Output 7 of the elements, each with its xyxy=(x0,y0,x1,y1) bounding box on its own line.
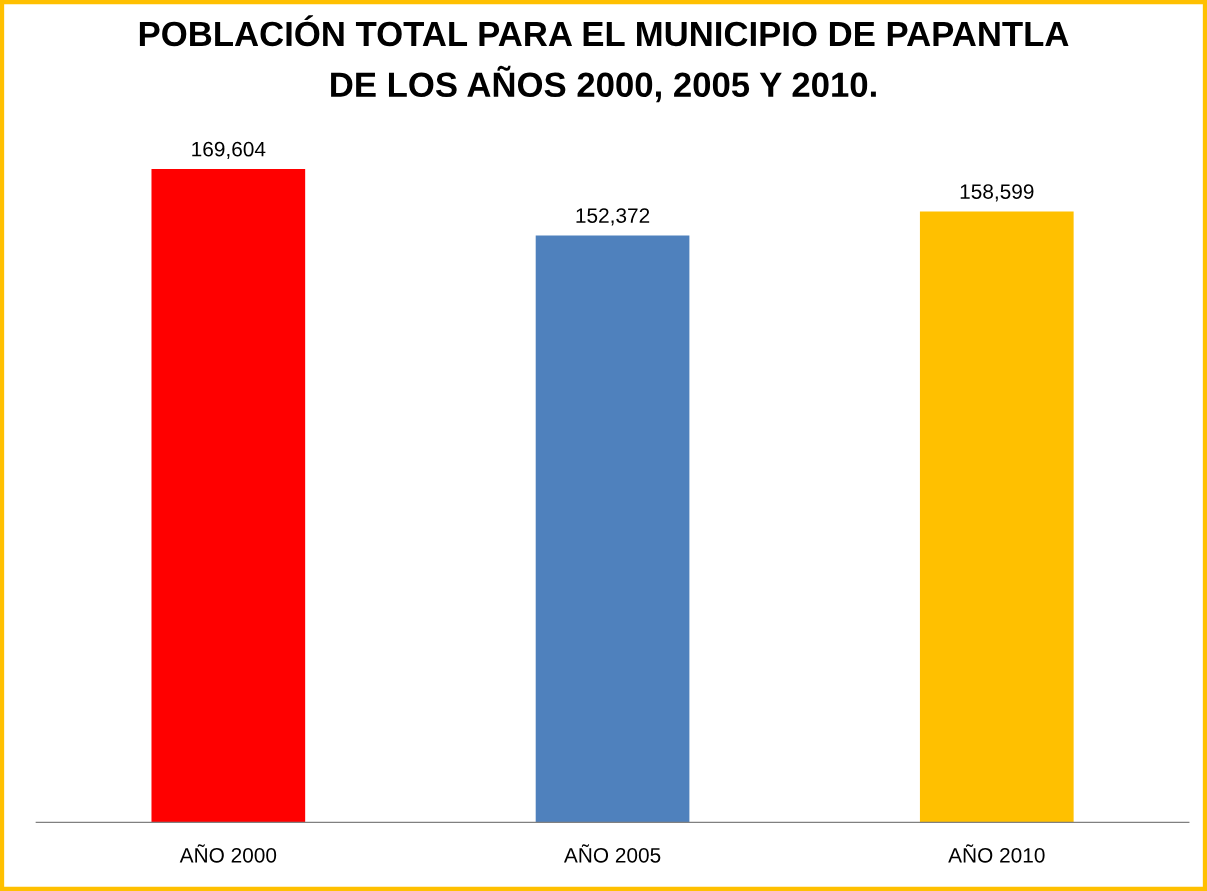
data-label: 169,604 xyxy=(192,141,266,159)
x-tick-label: AÑO 2010 xyxy=(948,844,1045,863)
data-label: 158,599 xyxy=(960,184,1034,202)
x-tick-label: AÑO 2005 xyxy=(563,844,661,863)
chart-title: POBLACIÓN TOTAL PARA EL MUNICIPIO DE PAPANTLA DE LOS AÑOS 2000, 2005 Y 2010. xyxy=(139,15,1069,103)
data-label: 152,372 xyxy=(576,208,650,226)
x-tick-label: AÑO 2000 xyxy=(179,844,277,863)
